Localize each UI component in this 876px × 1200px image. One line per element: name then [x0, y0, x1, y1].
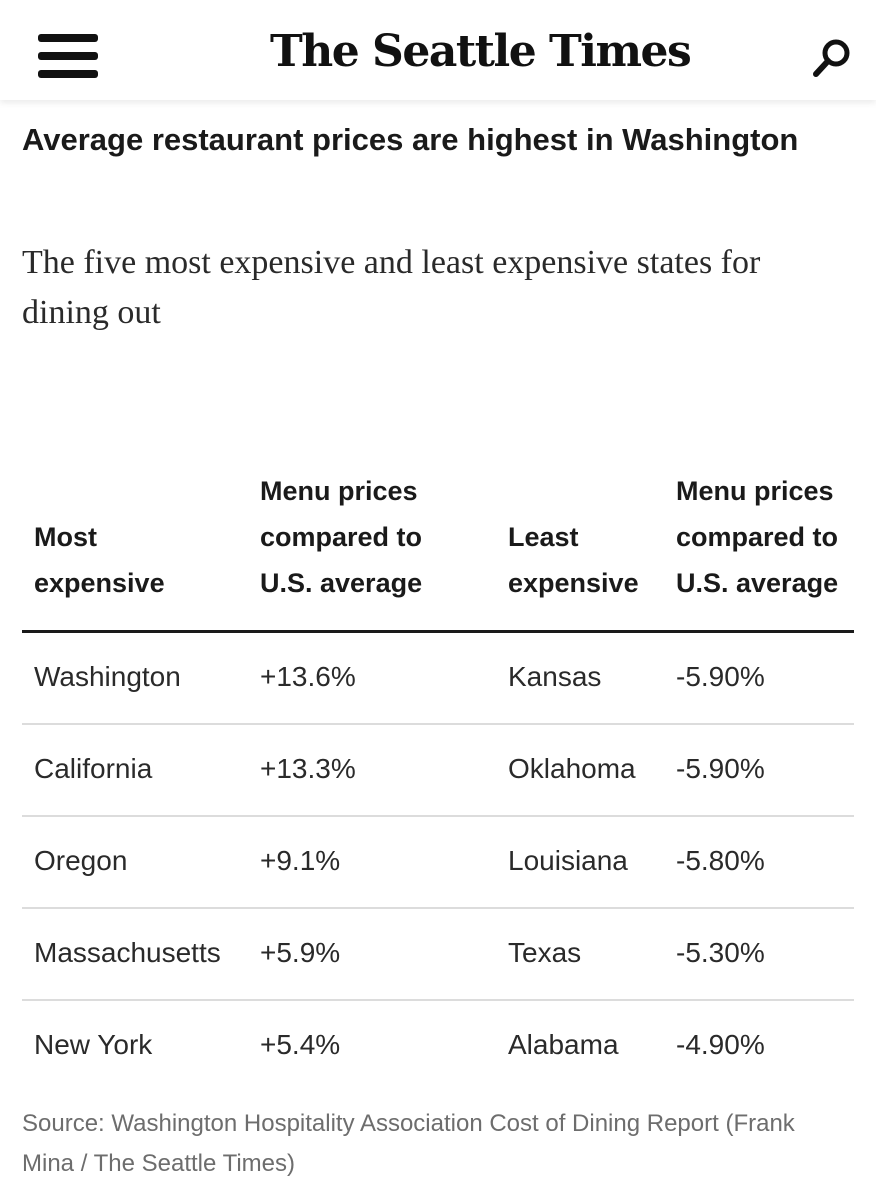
source-credit: Source: Washington Hospitality Associati… [22, 1110, 795, 1177]
search-icon[interactable] [810, 36, 854, 80]
header-least-expensive-price: Menu prices compared to U.S. average [676, 476, 839, 598]
least-expensive-state: Kansas [508, 661, 602, 692]
most-expensive-price: +9.1% [260, 845, 341, 876]
most-expensive-state: Oregon [34, 845, 128, 876]
least-expensive-price: -5.80% [676, 845, 765, 876]
article-title: Average restaurant prices are highest in… [22, 122, 799, 157]
least-expensive-state: Texas [508, 937, 582, 968]
most-expensive-state: California [34, 753, 153, 784]
menu-bar [38, 34, 98, 42]
least-expensive-price: -5.90% [676, 661, 765, 692]
least-expensive-price: -4.90% [676, 1029, 765, 1060]
least-expensive-state: Alabama [508, 1029, 619, 1060]
most-expensive-state: Massachusetts [34, 937, 221, 968]
header-least-expensive: Least expensive [508, 522, 639, 598]
table-row: Massachusetts +5.9% Texas -5.30% [22, 909, 854, 1001]
most-expensive-price: +13.6% [260, 661, 356, 692]
least-expensive-price: -5.90% [676, 753, 765, 784]
table-header: Most expensive Menu prices compared to U… [22, 380, 854, 633]
search-icon-glyph [813, 39, 850, 77]
article-subtitle: The five most expensive and least expens… [22, 244, 761, 331]
menu-bar [38, 70, 98, 78]
most-expensive-price: +5.9% [260, 937, 341, 968]
least-expensive-state: Oklahoma [508, 753, 636, 784]
most-expensive-price: +5.4% [260, 1029, 341, 1060]
table-row: California +13.3% Oklahoma -5.90% [22, 725, 854, 817]
hamburger-menu-icon[interactable] [38, 34, 98, 78]
least-expensive-price: -5.30% [676, 937, 765, 968]
site-logo[interactable]: The Seattle Times [270, 26, 692, 77]
least-expensive-state: Louisiana [508, 845, 628, 876]
table-row: New York +5.4% Alabama -4.90% [22, 1001, 854, 1091]
table-row: Oregon +9.1% Louisiana -5.80% [22, 817, 854, 909]
menu-bar [38, 52, 98, 60]
price-table: Most expensive Menu prices compared to U… [22, 380, 854, 1091]
most-expensive-state: Washington [34, 661, 181, 692]
header-most-expensive: Most expensive [34, 522, 165, 598]
most-expensive-price: +13.3% [260, 753, 356, 784]
site-header: The Seattle Times [0, 0, 876, 100]
table-row: Washington +13.6% Kansas -5.90% [22, 633, 854, 725]
header-most-expensive-price: Menu prices compared to U.S. average [260, 476, 423, 598]
most-expensive-state: New York [34, 1029, 153, 1060]
